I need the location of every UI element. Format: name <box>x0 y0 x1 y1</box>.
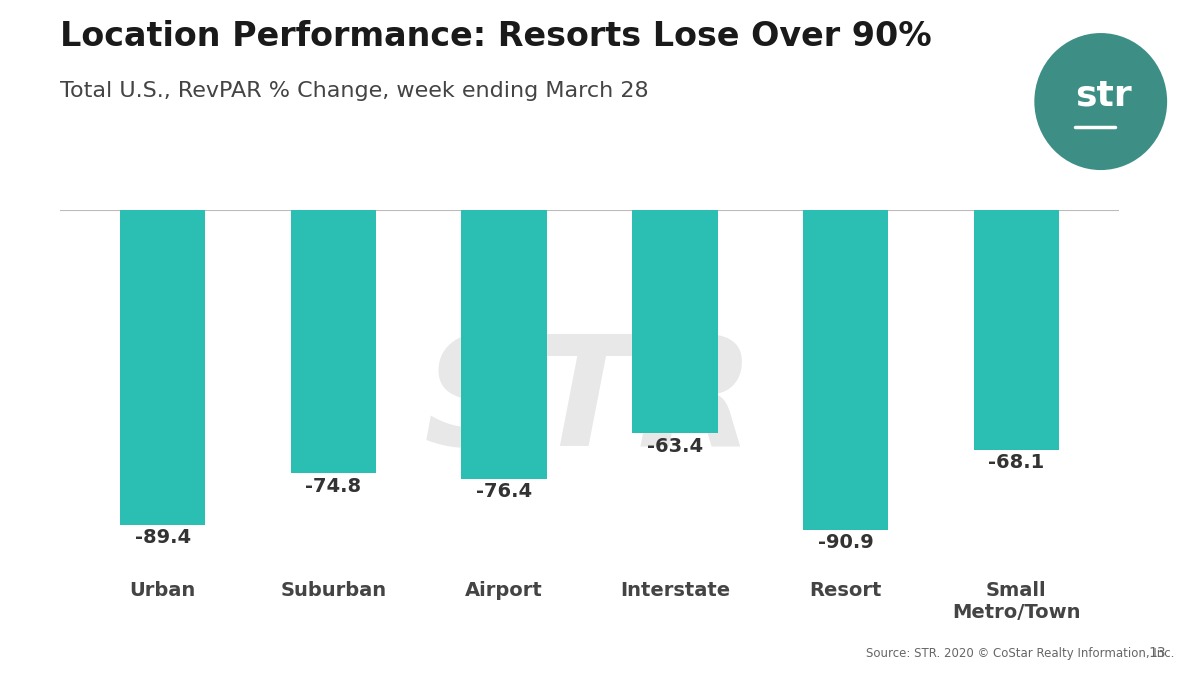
Text: -63.4: -63.4 <box>647 437 703 456</box>
Text: -68.1: -68.1 <box>988 453 1044 472</box>
Text: 13: 13 <box>1149 646 1167 660</box>
Text: -89.4: -89.4 <box>135 528 190 547</box>
Bar <box>291 210 377 473</box>
Bar <box>462 210 547 479</box>
Bar <box>973 210 1059 450</box>
Text: Location Performance: Resorts Lose Over 90%: Location Performance: Resorts Lose Over … <box>60 20 932 53</box>
Bar <box>802 210 888 530</box>
Text: STR: STR <box>423 329 755 478</box>
Bar <box>632 210 717 433</box>
Text: -76.4: -76.4 <box>476 482 532 502</box>
Circle shape <box>1035 33 1167 170</box>
Text: -74.8: -74.8 <box>306 477 361 496</box>
Bar <box>120 210 206 525</box>
Text: Total U.S., RevPAR % Change, week ending March 28: Total U.S., RevPAR % Change, week ending… <box>60 81 648 102</box>
Text: str: str <box>1075 79 1132 112</box>
Text: -90.9: -90.9 <box>818 533 873 552</box>
Text: Source: STR. 2020 © CoStar Realty Information, Inc.: Source: STR. 2020 © CoStar Realty Inform… <box>866 647 1174 660</box>
